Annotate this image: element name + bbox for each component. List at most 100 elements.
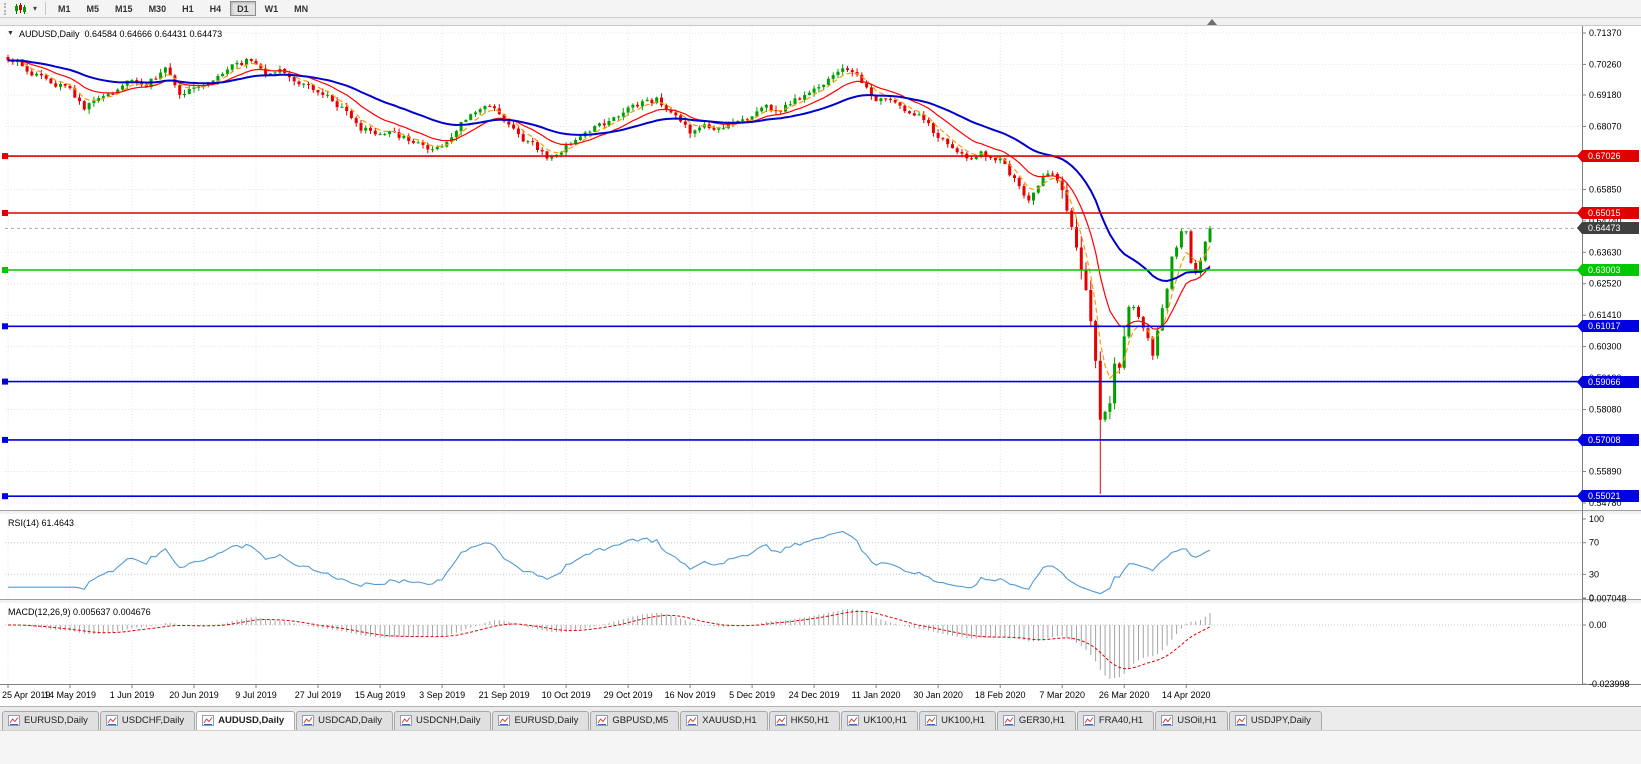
toolbar-grip[interactable]: [4, 2, 7, 15]
candle-body: [345, 106, 349, 112]
date-tick-label: 16 Nov 2019: [665, 690, 716, 700]
candle-body: [44, 75, 48, 79]
candle-body: [1060, 180, 1064, 191]
candle-body: [483, 106, 487, 110]
candle-body: [865, 83, 869, 88]
candlestick-chart-icon: [15, 2, 26, 14]
panel-splitter[interactable]: [0, 510, 1641, 515]
tab-usoil-h1[interactable]: USOil,H1: [1155, 711, 1228, 730]
date-tick-label: 26 Mar 2020: [1099, 690, 1150, 700]
candle-body: [92, 100, 96, 104]
candle-body: [741, 119, 745, 121]
candle-body: [1179, 231, 1183, 248]
candle-body: [121, 85, 124, 90]
candle-body: [521, 134, 525, 142]
tab-ger30-h1[interactable]: GER30,H1: [996, 711, 1076, 730]
svg-text:100: 100: [1589, 514, 1604, 524]
toolbar-dropdown-caret-icon[interactable]: ▾: [30, 1, 40, 17]
tab-hk50-h1[interactable]: HK50,H1: [768, 711, 841, 730]
candle-body: [1079, 247, 1083, 270]
timeframe-button-h1[interactable]: H1: [175, 1, 201, 16]
candle-body: [726, 123, 730, 129]
timeframe-button-w1[interactable]: W1: [258, 1, 286, 16]
tab-audusd-daily[interactable]: AUDUSD,Daily: [196, 711, 296, 730]
horizontal-lines[interactable]: [2, 153, 1582, 500]
candle-body: [249, 59, 253, 61]
candle-body: [54, 83, 58, 87]
candle-body: [354, 118, 358, 124]
candle-body: [1194, 263, 1198, 273]
timeframe-button-mn[interactable]: MN: [287, 1, 315, 16]
date-tick-label: 3 Sep 2019: [419, 690, 465, 700]
candles: [6, 55, 1212, 494]
candle-body: [550, 156, 554, 159]
candle-body: [1027, 195, 1031, 201]
timeframe-button-m15[interactable]: M15: [108, 1, 140, 16]
candle-body: [717, 128, 721, 130]
tab-xauusd-h1[interactable]: XAUUSD,H1: [680, 711, 768, 730]
rsi-panel: [5, 530, 1582, 595]
candle-body: [35, 73, 39, 76]
price-axis: 0.713700.702600.691800.680700.669600.658…: [1582, 28, 1630, 689]
candle-body: [235, 62, 239, 65]
chart-canvas[interactable]: 0.713700.702600.691800.680700.669600.658…: [0, 26, 1641, 706]
tab-uk100-h1[interactable]: UK100,H1: [841, 711, 919, 730]
candle-body: [1175, 247, 1179, 257]
tab-usdcnh-daily[interactable]: USDCNH,Daily: [394, 711, 492, 730]
panel-frames: [0, 26, 1641, 685]
candle-body: [273, 72, 277, 74]
panel-splitter[interactable]: [0, 599, 1641, 604]
timeframe-button-m30[interactable]: M30: [142, 1, 174, 16]
rsi-line: [8, 530, 1211, 595]
date-tick-label: 11 Jan 2020: [852, 690, 901, 700]
tab-usdchf-daily[interactable]: USDCHF,Daily: [99, 711, 196, 730]
candle-body: [1070, 210, 1074, 227]
candle-body: [1146, 328, 1150, 339]
candle-body: [531, 141, 535, 143]
tab-label: USOil,H1: [1177, 715, 1217, 726]
candle-body: [411, 141, 415, 143]
tab-usdjpy-daily[interactable]: USDJPY,Daily: [1228, 711, 1322, 730]
tab-eurusd-daily[interactable]: EURUSD,Daily: [492, 711, 590, 730]
chart-icon: [1002, 715, 1015, 726]
chart-type-button[interactable]: [11, 1, 30, 17]
candle-body: [769, 104, 773, 111]
timeframe-button-d1[interactable]: D1: [230, 1, 256, 16]
timeframe-button-m5[interactable]: M5: [80, 1, 107, 16]
candle-body: [1151, 338, 1155, 356]
candle-body: [826, 78, 830, 85]
price-level-label: 0.57008: [1588, 435, 1621, 445]
chart-scrollbar[interactable]: [0, 18, 1641, 26]
candle-body: [159, 72, 163, 79]
tab-eurusd-daily[interactable]: EURUSD,Daily: [2, 711, 99, 730]
candle-body: [536, 142, 539, 150]
timeframe-button-m1[interactable]: M1: [51, 1, 78, 16]
tab-usdcad-daily[interactable]: USDCAD,Daily: [296, 711, 394, 730]
chart-icon: [302, 715, 315, 726]
indicator-collapse-icon[interactable]: ▼: [7, 30, 14, 37]
candle-body: [1170, 256, 1174, 289]
chart-tabs-bar: EURUSD,Daily USDCHF,Daily AUDUSD,Daily USDC…: [0, 706, 1641, 730]
candle-body: [82, 101, 86, 110]
candle-body: [402, 135, 406, 138]
tab-uk100-h1[interactable]: UK100,H1: [919, 711, 996, 730]
tab-label: GBPUSD,M5: [612, 715, 669, 726]
candle-body: [784, 104, 787, 112]
candle-body: [340, 106, 344, 108]
timeframe-button-h4[interactable]: H4: [203, 1, 229, 16]
chart-icon: [925, 715, 938, 726]
svg-text:0.55890: 0.55890: [1589, 467, 1622, 477]
chart-scroll-marker[interactable]: [1207, 19, 1217, 25]
ma-line-34: [7, 59, 1211, 283]
tab-fra40-h1[interactable]: FRA40,H1: [1076, 711, 1155, 730]
candle-body: [683, 121, 687, 125]
candle-body: [440, 146, 444, 148]
chart-icon: [1234, 715, 1247, 726]
candle-body: [893, 100, 897, 103]
date-tick-label: 10 Oct 2019: [542, 690, 591, 700]
svg-text:0.71370: 0.71370: [1589, 28, 1622, 38]
tab-gbpusd-m5[interactable]: GBPUSD,M5: [590, 711, 680, 730]
tab-label: USDCAD,Daily: [318, 715, 383, 726]
candle-body: [426, 145, 430, 150]
candle-body: [1184, 231, 1188, 233]
